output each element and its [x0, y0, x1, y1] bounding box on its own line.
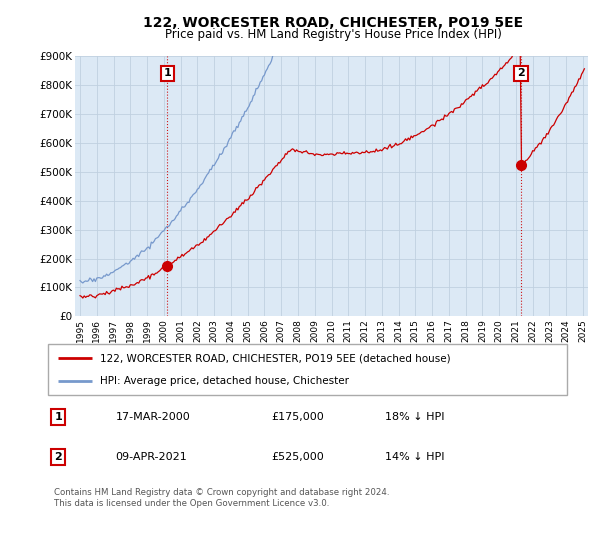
FancyBboxPatch shape: [48, 344, 567, 395]
Text: 17-MAR-2000: 17-MAR-2000: [115, 412, 190, 422]
Text: 2: 2: [55, 452, 62, 462]
Text: HPI: Average price, detached house, Chichester: HPI: Average price, detached house, Chic…: [100, 376, 349, 386]
Text: £525,000: £525,000: [271, 452, 324, 462]
Text: 2: 2: [517, 68, 525, 78]
Text: Contains HM Land Registry data © Crown copyright and database right 2024.
This d: Contains HM Land Registry data © Crown c…: [54, 488, 389, 508]
Text: 1: 1: [163, 68, 171, 78]
Text: 18% ↓ HPI: 18% ↓ HPI: [385, 412, 445, 422]
Text: 09-APR-2021: 09-APR-2021: [115, 452, 187, 462]
Text: 14% ↓ HPI: 14% ↓ HPI: [385, 452, 445, 462]
Text: £175,000: £175,000: [271, 412, 324, 422]
Text: 122, WORCESTER ROAD, CHICHESTER, PO19 5EE (detached house): 122, WORCESTER ROAD, CHICHESTER, PO19 5E…: [100, 353, 451, 363]
Text: 122, WORCESTER ROAD, CHICHESTER, PO19 5EE: 122, WORCESTER ROAD, CHICHESTER, PO19 5E…: [143, 16, 523, 30]
Text: Price paid vs. HM Land Registry's House Price Index (HPI): Price paid vs. HM Land Registry's House …: [164, 28, 502, 41]
Text: 1: 1: [55, 412, 62, 422]
